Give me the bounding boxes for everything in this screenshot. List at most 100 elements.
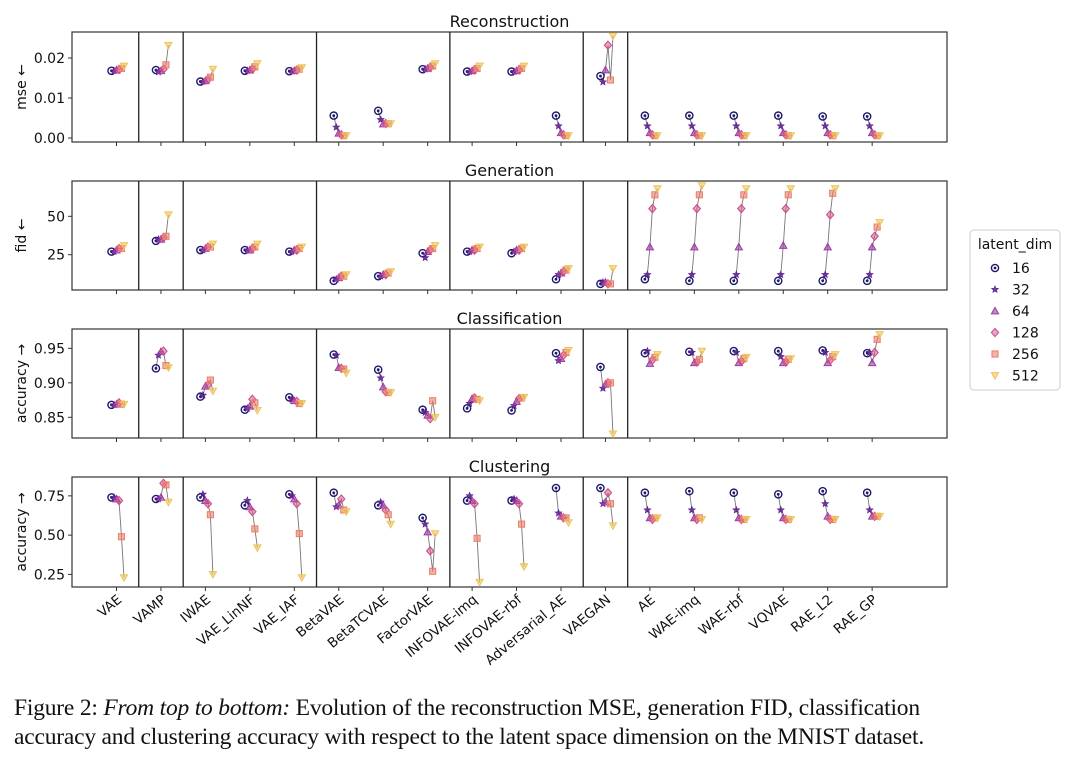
data-point-16 [773, 489, 783, 499]
y-tick-label: 50 [47, 209, 65, 225]
legend-label: 128 [1012, 326, 1039, 342]
data-point-32 [643, 270, 652, 279]
data-point-256 [162, 61, 170, 69]
data-point-128 [514, 498, 524, 509]
axes-frame [71, 476, 948, 588]
data-point-16-center [821, 115, 825, 118]
data-point-256 [251, 399, 259, 407]
data-point-512 [608, 32, 618, 41]
data-point-512 [697, 182, 707, 191]
data-point-16-center [554, 114, 558, 117]
data-point-512 [252, 544, 262, 553]
data-point-16 [685, 486, 694, 496]
data-point-128 [825, 209, 835, 220]
data-point-512 [341, 508, 351, 517]
series-connector-VAEGAN [600, 366, 614, 434]
data-point-16 [418, 405, 427, 415]
data-point-512 [386, 268, 396, 277]
data-point-16 [640, 111, 650, 120]
data-point-512 [519, 393, 529, 402]
panel-title: Generation [465, 161, 554, 180]
data-point-256 [740, 191, 748, 199]
data-point-16 [818, 486, 828, 496]
data-point-512 [386, 120, 396, 129]
data-point-512 [830, 132, 840, 141]
data-point-512 [208, 65, 218, 74]
data-point-512 [475, 62, 485, 71]
data-point-512 [164, 364, 173, 373]
caption-line-2: accuracy and clustering accuracy with re… [14, 724, 925, 750]
data-point-16-center [732, 491, 736, 495]
x-tick-label: VQVAE [746, 592, 792, 634]
y-tick-label: 0.25 [34, 567, 65, 583]
data-point-256 [873, 335, 881, 343]
data-point-512 [786, 132, 796, 141]
data-point-128 [159, 346, 168, 357]
data-point-512 [830, 516, 840, 525]
data-point-16-center [687, 489, 691, 493]
data-point-512 [475, 397, 485, 406]
caption-line1-rest: Evolution of the reconstruction MSE, gen… [289, 695, 920, 721]
data-point-32 [776, 121, 785, 130]
data-point-512 [741, 132, 751, 141]
legend-label: 32 [1012, 283, 1030, 299]
data-point-256 [784, 191, 792, 199]
data-point-512 [164, 498, 173, 507]
data-point-32 [821, 270, 830, 279]
data-point-64 [645, 242, 655, 251]
data-point-16 [818, 276, 828, 286]
data-point-64 [423, 527, 433, 536]
y-tick-label: 25 [47, 248, 65, 264]
data-point-256 [206, 376, 214, 384]
data-point-256 [829, 189, 837, 197]
data-point-256 [251, 525, 259, 533]
data-point-512 [652, 132, 662, 141]
y-tick-label: 0.90 [34, 376, 65, 392]
data-point-512 [875, 512, 885, 521]
data-point-16-center [643, 491, 647, 495]
legend-marker-512 [990, 372, 1000, 381]
data-point-64 [867, 242, 877, 251]
data-point-16-center [554, 277, 558, 281]
data-point-16 [729, 488, 739, 498]
x-tick-label: IWAE [177, 592, 214, 626]
y-tick-label: 0.50 [34, 528, 65, 544]
data-point-32 [776, 270, 785, 279]
data-point-512 [697, 347, 707, 356]
data-point-256 [162, 481, 170, 489]
data-point-512 [830, 351, 840, 360]
legend-label: 256 [1012, 347, 1039, 363]
caption-line-1: Figure 2: From top to bottom: Evolution … [14, 694, 1074, 723]
data-point-16 [329, 111, 339, 120]
data-point-32 [643, 121, 652, 130]
data-point-32 [865, 121, 874, 130]
data-point-16-center [776, 492, 780, 496]
data-point-512 [119, 62, 129, 71]
data-point-64 [778, 240, 788, 249]
data-point-512 [830, 185, 840, 194]
data-point-16-center [465, 406, 469, 410]
figure-caption: Figure 2: From top to bottom: Evolution … [14, 694, 1074, 752]
legend-marker-256 [991, 350, 999, 358]
data-point-128 [870, 347, 879, 358]
data-point-512 [252, 407, 262, 416]
data-point-32 [598, 77, 608, 86]
data-point-512 [430, 530, 440, 539]
y-axis-label: accuracy → [14, 492, 30, 572]
series-connector-WAE-imq [688, 185, 703, 281]
data-point-16 [773, 111, 783, 120]
data-point-32 [554, 121, 563, 130]
panel-generation: Generation 25 50 fid ← [14, 161, 948, 294]
data-point-32 [465, 399, 474, 408]
data-point-32 [687, 505, 697, 514]
y-tick-label: 0.01 [34, 91, 65, 107]
x-tick-label: WAE-imq [646, 592, 703, 643]
data-point-16 [685, 276, 694, 286]
data-point-512 [786, 185, 796, 194]
data-point-32 [865, 505, 874, 514]
data-point-16-center [687, 114, 691, 117]
x-tick-label: RAE_GP [831, 592, 881, 638]
data-point-512 [386, 389, 396, 398]
panel-title: Classification [457, 309, 563, 328]
